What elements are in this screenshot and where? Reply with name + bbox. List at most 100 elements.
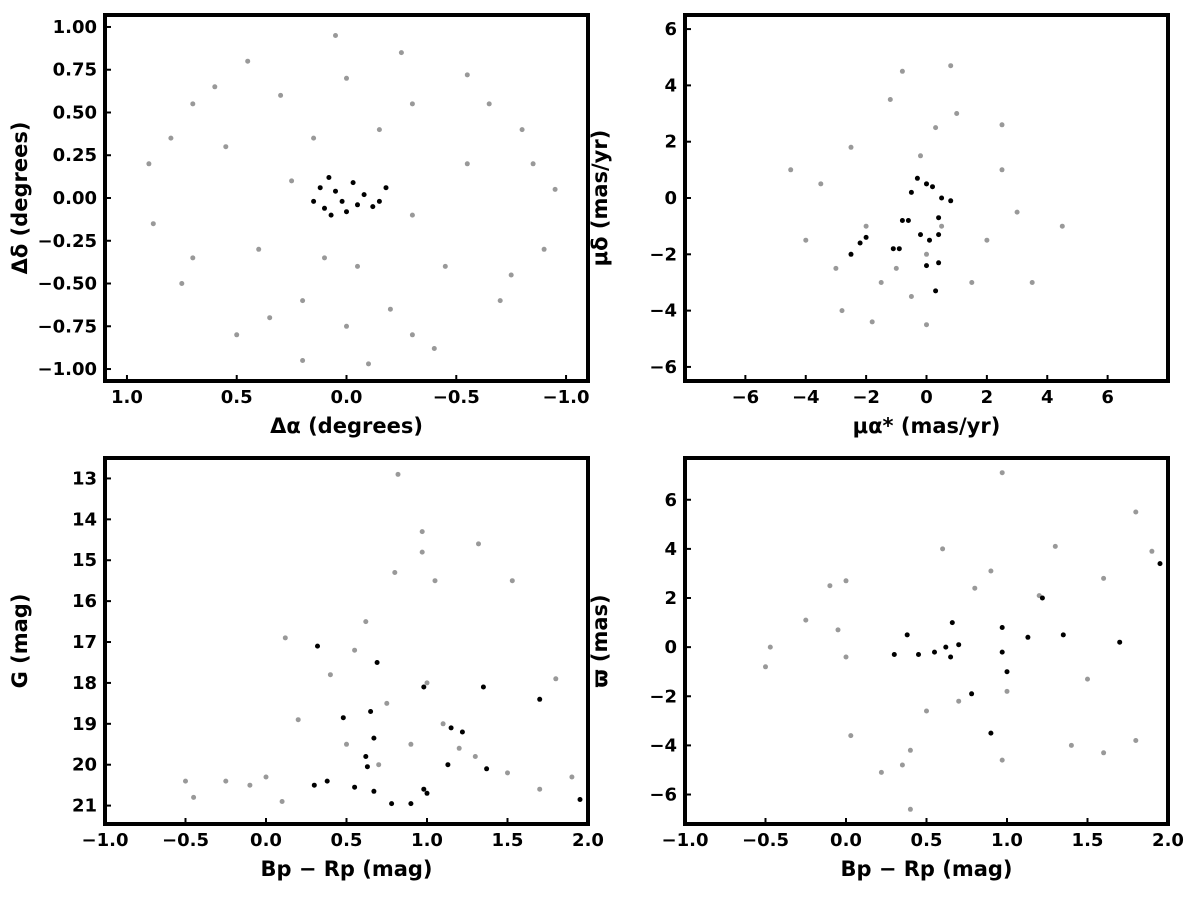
member-star-point xyxy=(370,204,376,210)
field-star-point xyxy=(472,754,478,759)
panel-pm: −6 −4 −2 0 2 4 6 −6 −4 −2 0 2 4 6 μα* (mas/yr) μδ (mas/… xyxy=(588,13,1170,438)
x-tick-label: 1.5 xyxy=(492,830,524,851)
field-star-point xyxy=(863,223,869,229)
y-tick-label: 0.75 xyxy=(53,60,97,81)
member-star-point xyxy=(857,240,863,246)
member-star-point xyxy=(340,715,346,721)
scatter-points xyxy=(183,471,583,807)
field-star-point xyxy=(999,167,1005,173)
field-star-point xyxy=(1014,209,1020,215)
member-star-point xyxy=(933,288,939,294)
field-star-point xyxy=(190,101,196,107)
y-tick-label: 17 xyxy=(72,632,97,653)
field-star-point xyxy=(263,774,269,780)
field-star-point xyxy=(247,782,253,788)
field-star-point xyxy=(1004,688,1010,694)
axes-frame xyxy=(103,456,590,826)
member-star-point xyxy=(445,762,451,768)
field-star-point xyxy=(907,806,913,812)
field-star-point xyxy=(300,358,306,363)
member-star-point xyxy=(890,246,896,252)
field-star-point xyxy=(486,101,492,107)
y-tick-label: −4 xyxy=(649,735,677,756)
x-tick-label: 0.0 xyxy=(250,830,282,851)
field-star-point xyxy=(395,471,401,477)
member-star-point xyxy=(311,782,317,788)
field-star-point xyxy=(537,786,543,792)
field-star-point xyxy=(999,470,1005,476)
member-star-point xyxy=(363,754,369,759)
y-tick-label: 4 xyxy=(664,75,677,96)
field-star-point xyxy=(1149,548,1155,554)
panel-sky: 1.0 0.5 0.0 −0.5 −1.0 −1.00 −0.75 −0.50 −0.25 0.0… xyxy=(8,13,590,438)
field-star-point xyxy=(569,774,575,780)
member-star-point xyxy=(943,644,949,650)
member-star-point xyxy=(389,801,395,807)
y-tick-label: 15 xyxy=(72,550,97,571)
field-star-point xyxy=(344,741,349,747)
member-star-point xyxy=(988,730,994,736)
field-star-point xyxy=(1101,750,1107,756)
field-star-point xyxy=(476,541,481,547)
member-star-point xyxy=(364,764,370,770)
member-star-point xyxy=(315,643,320,649)
field-star-point xyxy=(256,246,262,252)
field-star-point xyxy=(278,92,284,98)
member-star-point xyxy=(918,232,923,238)
member-star-point xyxy=(448,725,454,731)
field-star-point xyxy=(352,647,358,653)
scatter-points xyxy=(146,33,558,367)
field-star-point xyxy=(1133,509,1139,515)
field-star-point xyxy=(344,75,349,81)
x-tick-label: 0.5 xyxy=(911,830,943,851)
field-star-point xyxy=(442,263,448,269)
field-star-point xyxy=(908,294,914,299)
y-axis-label: ϖ (mas) xyxy=(588,594,612,687)
field-star-point xyxy=(456,745,462,751)
field-star-point xyxy=(300,298,306,304)
field-star-point xyxy=(519,127,525,133)
member-star-point xyxy=(339,198,345,204)
series-1 xyxy=(848,175,954,294)
scatter-points xyxy=(763,470,1163,812)
field-star-point xyxy=(878,769,884,775)
field-star-point xyxy=(887,97,893,102)
member-star-point xyxy=(368,709,374,714)
member-star-point xyxy=(333,188,338,194)
field-star-point xyxy=(924,708,929,714)
x-tick-label: −0.5 xyxy=(162,830,209,851)
field-star-point xyxy=(969,280,975,285)
x-tick-label: −1.0 xyxy=(662,830,709,851)
field-star-point xyxy=(827,583,833,589)
y-tick-label: 18 xyxy=(72,673,97,694)
x-axis-label: Δα (degrees) xyxy=(270,414,423,438)
field-star-point xyxy=(212,84,218,90)
member-star-point xyxy=(908,189,914,195)
field-star-point xyxy=(999,757,1005,763)
field-star-point xyxy=(954,111,960,116)
field-star-point xyxy=(505,770,510,776)
field-star-point xyxy=(924,322,929,328)
y-tick-label: 0.00 xyxy=(53,188,97,209)
field-star-point xyxy=(376,127,382,133)
series-0 xyxy=(146,33,558,367)
field-star-point xyxy=(818,181,824,187)
member-star-point xyxy=(317,185,323,191)
field-star-point xyxy=(508,272,514,278)
field-star-point xyxy=(183,778,188,784)
field-star-point xyxy=(803,237,809,243)
field-star-point xyxy=(972,585,978,591)
scatter-points xyxy=(788,63,1065,328)
member-star-point xyxy=(326,175,332,180)
y-tick-label: 0 xyxy=(664,188,677,209)
field-star-point xyxy=(464,161,470,167)
field-star-point xyxy=(440,721,446,727)
member-star-point xyxy=(930,184,935,190)
member-star-point xyxy=(352,784,358,790)
x-tick-label: −1.0 xyxy=(543,387,590,408)
field-star-point xyxy=(541,246,547,252)
member-star-point xyxy=(324,778,330,784)
member-star-point xyxy=(484,766,490,772)
field-star-point xyxy=(767,644,773,650)
x-tick-label: −0.5 xyxy=(742,830,789,851)
